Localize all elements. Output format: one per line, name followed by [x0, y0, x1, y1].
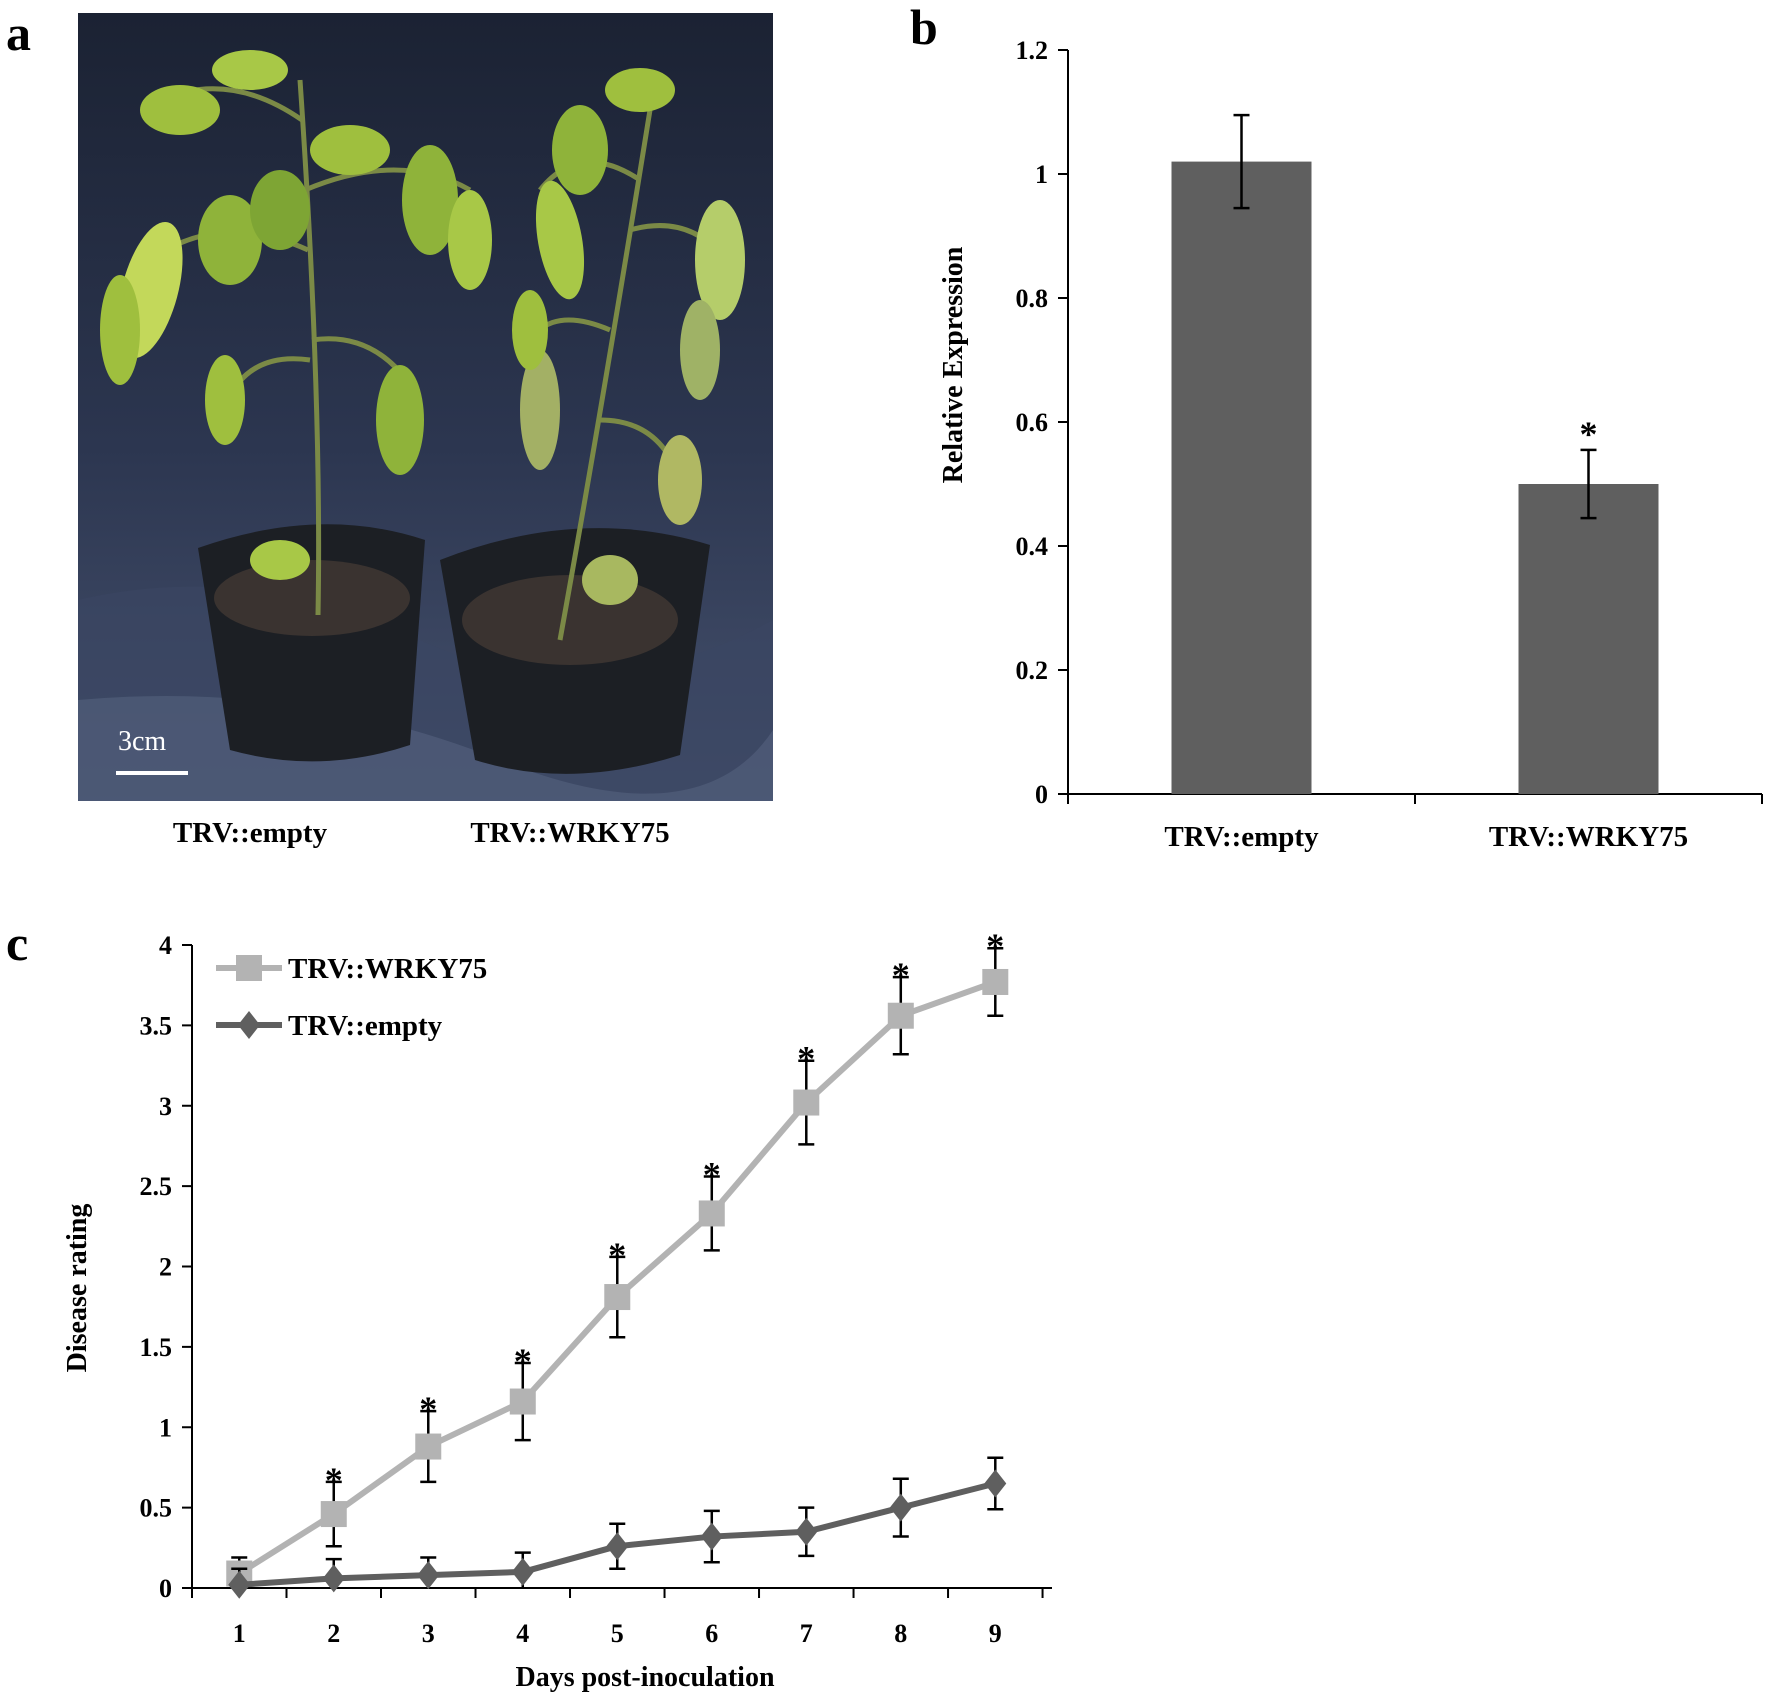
data-point	[698, 1200, 725, 1227]
legend-label: TRV::WRKY75	[288, 953, 487, 985]
plant-right-leaves	[512, 68, 745, 605]
y-tick-label: 3.5	[140, 1011, 173, 1040]
soil-left	[214, 560, 410, 636]
x-tick-label: 8	[894, 1619, 907, 1648]
pot-left	[198, 524, 425, 762]
significance-marker: *	[608, 1235, 626, 1275]
data-point	[322, 1564, 345, 1593]
x-tick-label: TRV::WRKY75	[1489, 821, 1688, 853]
significance-marker: *	[325, 1460, 343, 1500]
significance-marker: *	[514, 1341, 532, 1381]
x-tick-label: TRV::empty	[1164, 821, 1319, 853]
bar-1	[1171, 161, 1312, 795]
x-tick-label: 5	[611, 1619, 624, 1648]
data-point	[228, 1570, 251, 1599]
significance-marker: *	[419, 1389, 437, 1429]
y-tick-label: 1.2	[1016, 36, 1049, 65]
line-chart-disease-rating: Disease rating Days post-inoculation 0 0.…	[62, 926, 1052, 1693]
y-tick-label: 1.5	[140, 1333, 173, 1362]
bar-2	[1518, 484, 1659, 794]
data-point	[606, 1532, 629, 1561]
data-point	[509, 1388, 536, 1415]
data-point	[887, 1002, 914, 1029]
data-point	[511, 1557, 534, 1586]
legend-entry-2: TRV::empty	[216, 1010, 443, 1042]
scale-bar-label: 3cm	[118, 726, 166, 757]
y-tick-label: 0.6	[1016, 408, 1049, 437]
panel-label-a: a	[6, 5, 31, 61]
plant-photo: 3cm TRV::empty TRV::WRKY75	[78, 13, 773, 849]
panel-label-c: c	[6, 915, 28, 971]
y-tick-label: 2.5	[140, 1172, 173, 1201]
y-tick-label: 3	[159, 1092, 172, 1121]
legend-label: TRV::empty	[288, 1010, 443, 1042]
data-point	[982, 968, 1009, 995]
series-2	[228, 1456, 1007, 1599]
legend-marker	[238, 1011, 260, 1039]
data-point	[415, 1433, 442, 1460]
data-point	[417, 1561, 440, 1590]
y-axis-title: Disease rating	[62, 1204, 93, 1373]
legend-entry-1: TRV::WRKY75	[216, 953, 487, 985]
y-tick-label: 0.4	[1016, 532, 1049, 561]
x-tick-label: 4	[516, 1619, 529, 1648]
x-tick-label: 3	[422, 1619, 435, 1648]
data-point	[700, 1522, 723, 1551]
significance-marker: *	[797, 1039, 815, 1079]
x-tick-label: 1	[233, 1619, 246, 1648]
panel-label-b: b	[910, 0, 938, 55]
data-point	[604, 1284, 631, 1311]
significance-marker: *	[986, 926, 1004, 966]
y-tick-label: 2	[159, 1253, 172, 1282]
data-point	[795, 1517, 818, 1546]
x-tick-label: 2	[327, 1619, 340, 1648]
legend-marker	[236, 955, 262, 981]
y-tick-label: 0	[1035, 780, 1048, 809]
y-tick-label: 4	[159, 931, 172, 960]
data-point	[320, 1501, 347, 1528]
x-axis-title: Days post-inoculation	[515, 1662, 774, 1693]
x-tick-label: 9	[989, 1619, 1002, 1648]
bar-chart-relative-expression: Relative Expression 0 0.2 0.4 0.6 0.8 1 1.2 TRV…	[938, 36, 1763, 853]
y-tick-label: 1	[1035, 160, 1048, 189]
y-tick-label: 0.2	[1016, 656, 1049, 685]
x-tick-label: 7	[800, 1619, 813, 1648]
x-tick-label: 6	[705, 1619, 718, 1648]
significance-marker: *	[1580, 414, 1598, 454]
data-point	[793, 1089, 820, 1116]
significance-marker: *	[703, 1154, 721, 1194]
y-tick-label: 1	[159, 1413, 172, 1442]
data-point	[984, 1469, 1007, 1498]
y-tick-label: 0	[159, 1574, 172, 1603]
plant-left-leaves	[100, 50, 492, 580]
significance-marker: *	[892, 955, 910, 995]
y-axis-title: Relative Expression	[938, 246, 969, 483]
y-tick-label: 0.5	[140, 1494, 173, 1523]
photo-label-empty: TRV::empty	[173, 817, 328, 849]
photo-label-wrky75: TRV::WRKY75	[470, 817, 669, 849]
data-point	[889, 1493, 912, 1522]
y-tick-label: 0.8	[1016, 284, 1049, 313]
